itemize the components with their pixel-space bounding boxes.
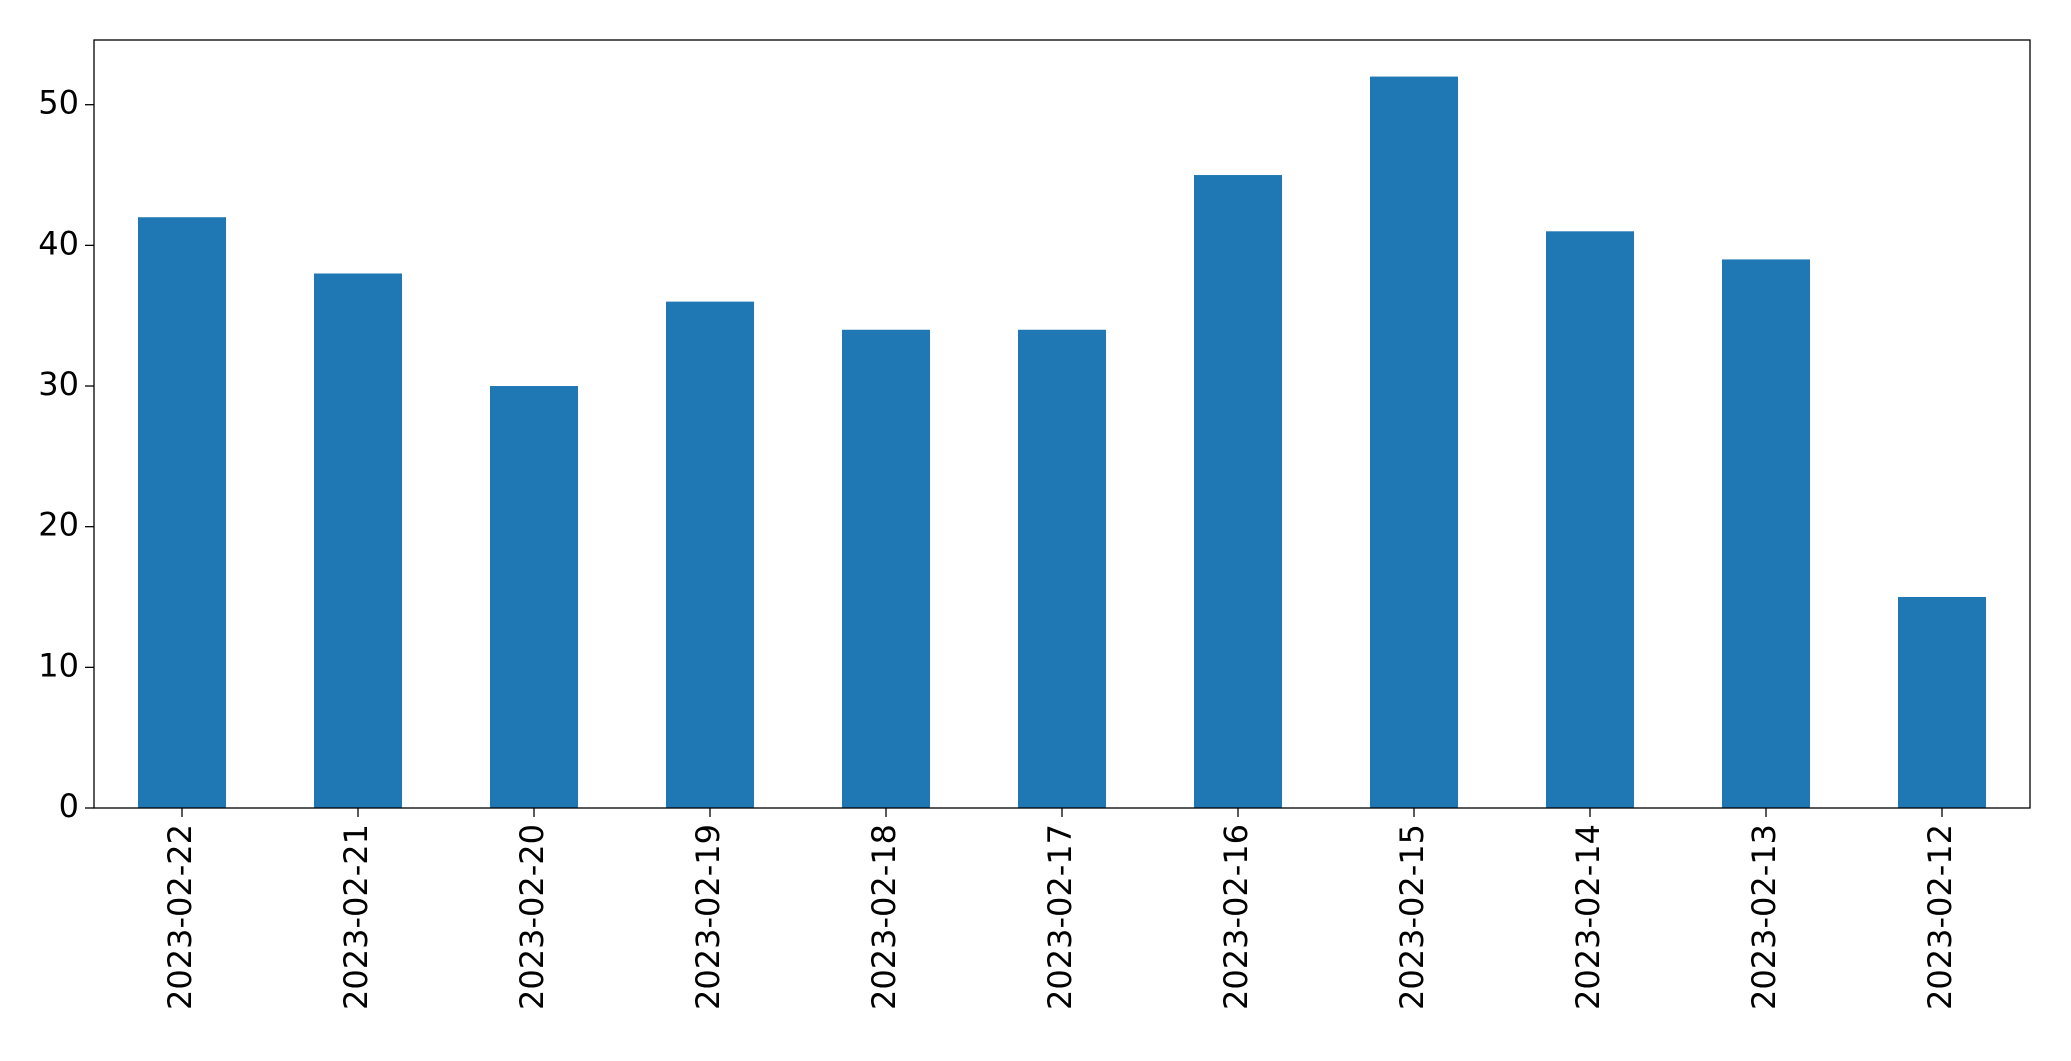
bar bbox=[1898, 597, 1986, 808]
y-tick-label: 50 bbox=[38, 84, 79, 122]
bar bbox=[1722, 259, 1810, 808]
y-tick-label: 40 bbox=[38, 224, 79, 262]
x-tick-label: 2023-02-18 bbox=[865, 824, 903, 1010]
y-tick-label: 30 bbox=[38, 365, 79, 403]
bar bbox=[138, 217, 226, 808]
x-tick-label: 2023-02-21 bbox=[337, 824, 375, 1010]
y-tick-label: 10 bbox=[38, 646, 79, 684]
x-tick-label: 2023-02-15 bbox=[1393, 824, 1431, 1010]
plot-frame bbox=[93, 39, 2031, 809]
x-tick-label: 2023-02-20 bbox=[513, 824, 551, 1010]
bar bbox=[490, 386, 578, 808]
bar bbox=[1194, 175, 1282, 809]
x-tick-label: 2023-02-22 bbox=[161, 824, 199, 1010]
x-tick-label: 2023-02-13 bbox=[1745, 824, 1783, 1010]
bar bbox=[1370, 76, 1458, 809]
bar bbox=[1018, 329, 1106, 808]
bar bbox=[1546, 231, 1634, 809]
x-tick-label: 2023-02-19 bbox=[689, 824, 727, 1010]
x-tick-label: 2023-02-17 bbox=[1041, 824, 1079, 1010]
bar bbox=[314, 273, 402, 808]
x-tick-label: 2023-02-16 bbox=[1217, 824, 1255, 1010]
x-tick-label: 2023-02-12 bbox=[1921, 824, 1959, 1010]
bar bbox=[842, 329, 930, 808]
y-tick-label: 0 bbox=[59, 787, 79, 825]
y-tick-label: 20 bbox=[38, 506, 79, 544]
bar bbox=[666, 301, 754, 808]
x-tick-label: 2023-02-14 bbox=[1569, 824, 1607, 1010]
